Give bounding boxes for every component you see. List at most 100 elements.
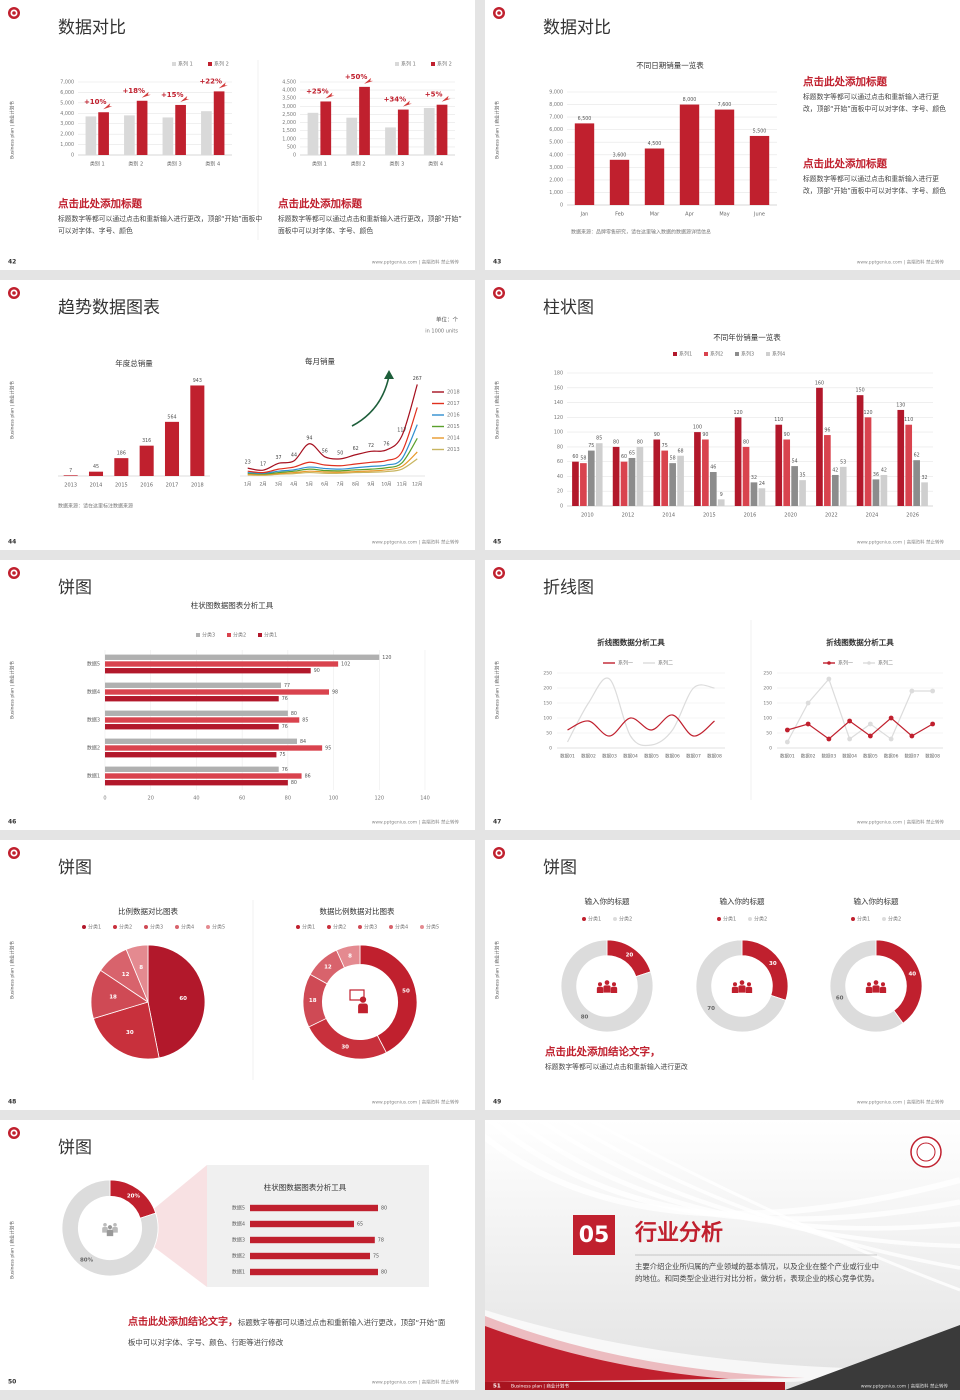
data-label: 120 [863, 410, 872, 416]
icon [359, 996, 367, 1003]
bar [105, 780, 288, 786]
marker [805, 721, 811, 727]
text-block: 点击此处添加结论文字，标题数字等都可以通过点击和重新输入进行更改，顶部“开始”面… [128, 1310, 448, 1350]
chart-title: 每月销量 [305, 356, 335, 366]
data-label: 75 [662, 443, 668, 449]
unit-note: in 1000 units [425, 329, 458, 335]
section-text: 主要介绍企业所归属的产业领域的基本情况，以及企业在整个产业或行业中的地位。和同类… [635, 1262, 879, 1283]
series-line [247, 384, 418, 471]
y-tick-label: 7,000 [549, 115, 563, 121]
data-label: 12 [324, 965, 332, 971]
data-label: 80 [613, 439, 619, 445]
bar [580, 463, 587, 506]
marker [930, 688, 936, 694]
slide: Business plan | 商业计划书 柱状图 45 www.pptgenius.… [485, 280, 960, 550]
y-tick-label: 数据5 [232, 1205, 245, 1212]
x-tick-label: 数据07 [686, 753, 701, 760]
swoosh-red [485, 1316, 805, 1382]
chart-title: 数据比例数据对比图表 [320, 906, 395, 916]
legend-label: 分类1 [302, 924, 315, 931]
legend-swatch [358, 925, 362, 929]
bar [644, 148, 665, 205]
series-line [566, 677, 715, 747]
x-tick-label: 2016 [140, 483, 153, 489]
legend-label: 系列1 [679, 351, 692, 358]
unit: 单位：个 [436, 316, 459, 324]
x-tick-label: 40 [193, 796, 199, 802]
y-tick-label: 200 [543, 686, 552, 692]
bar [587, 450, 595, 506]
y-tick-label: 80 [557, 444, 563, 450]
marker [930, 721, 936, 727]
y-tick-label: 2,000 [282, 120, 296, 126]
bar [63, 475, 78, 476]
footer: www.pptgenius.com | 高端资料 禁止转传 [857, 1099, 945, 1106]
y-tick-label: 4,000 [282, 88, 296, 94]
x-tick-label: 类别 1 [312, 161, 327, 168]
slide-title: 数据对比 [58, 18, 126, 38]
y-tick-label: 1,500 [282, 128, 296, 134]
slide: Business plan | 商业计划书 数据对比 42 www.pptgenius… [0, 0, 475, 270]
marker [867, 733, 873, 739]
legend-label: 分类3 [202, 632, 215, 639]
data-label: 24 [759, 481, 765, 487]
data-label: 30 [341, 1044, 349, 1050]
data-label: 18 [309, 998, 317, 1004]
icon [745, 986, 753, 994]
bar [105, 710, 288, 716]
icon [746, 982, 752, 987]
y-tick-label: 0 [560, 504, 563, 510]
x-tick-label: 120 [375, 796, 385, 802]
data-label: 8,000 [683, 97, 697, 103]
bar [620, 461, 628, 506]
x-tick-label: 3月 [275, 482, 282, 488]
y-tick-label: 150 [543, 701, 552, 707]
x-tick-label: 数据07 [905, 753, 920, 760]
data-label: 186 [117, 451, 126, 457]
data-label: 72 [368, 443, 374, 449]
x-tick-label: 7月 [337, 482, 344, 488]
data-label: 18 [109, 994, 117, 1000]
data-label: 46 [710, 465, 716, 471]
icon [112, 1227, 118, 1233]
bar [905, 424, 913, 506]
legend-swatch [867, 661, 871, 665]
x-tick-label: 1月 [244, 482, 251, 488]
block-heading: 点击此处添加标题 [803, 76, 887, 88]
side-label: Business plan | 商业计划书 [494, 101, 501, 159]
y-tick-label: 5,000 [60, 100, 74, 106]
logo [12, 291, 16, 295]
data-label: 65 [357, 1222, 363, 1228]
bar [864, 417, 872, 506]
chart-title: 年度总销量 [115, 358, 153, 368]
y-tick-label: 3,000 [60, 121, 74, 127]
data-label: 20 [626, 953, 634, 959]
data-label: 50 [337, 450, 343, 456]
icon [731, 986, 739, 994]
legend-swatch [827, 661, 831, 665]
bar [799, 480, 806, 506]
x-tick-label: Feb [615, 212, 624, 218]
data-label: 90 [314, 668, 320, 674]
legend-label: 2013 [447, 447, 460, 453]
slide: Business plan | 商业计划书 饼图 48 www.pptgenius.c… [0, 840, 475, 1110]
legend-swatch [175, 925, 179, 929]
legend-label: 2014 [447, 436, 460, 442]
y-tick-label: 100 [763, 716, 772, 722]
data-label: 30 [126, 1030, 134, 1036]
swoosh [564, 1120, 960, 1270]
bar [574, 123, 595, 205]
bar [775, 424, 783, 506]
logo [497, 291, 501, 295]
bar [791, 466, 798, 506]
icon [738, 985, 746, 993]
series-line [247, 451, 418, 476]
chart-title: 不同日期销量一览表 [636, 60, 704, 70]
data-label: 85 [302, 718, 308, 724]
data-label: 12 [122, 972, 130, 978]
legend-swatch [206, 925, 210, 929]
y-tick-label: 数据3 [87, 717, 100, 724]
x-tick-label: Mar [650, 212, 660, 218]
bar [612, 446, 620, 506]
data-label: 130 [896, 402, 905, 408]
